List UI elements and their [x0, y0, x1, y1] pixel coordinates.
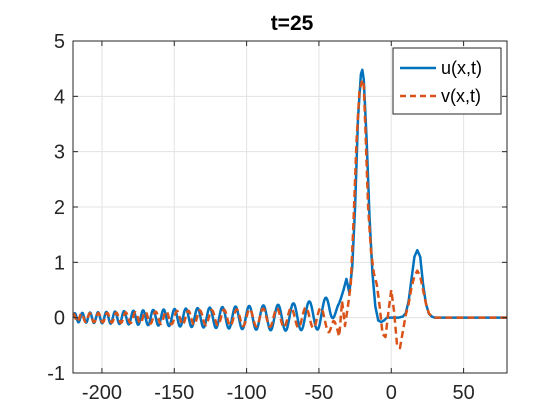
y-axis-ticks: -1 0 1 2 3 4 5: [47, 31, 507, 385]
y-tick-label: -1: [47, 363, 65, 385]
y-tick-label: 2: [54, 197, 65, 219]
y-tick-label: 0: [54, 308, 65, 330]
chart-title: t=25: [271, 12, 314, 35]
y-tick-label: 1: [54, 252, 65, 274]
legend-label-u: u(x,t): [441, 58, 482, 78]
legend-label-v: v(x,t): [441, 86, 481, 106]
y-tick-label: 5: [54, 31, 65, 53]
legend-box: [392, 47, 502, 115]
x-tick-label: -50: [304, 382, 333, 404]
legend: u(x,t) v(x,t): [392, 47, 502, 115]
y-tick-label: 4: [54, 86, 65, 108]
y-tick-label: 3: [54, 142, 65, 164]
series-line-v: [73, 78, 507, 350]
x-tick-label: 0: [386, 382, 397, 404]
x-tick-label: -100: [227, 382, 267, 404]
x-tick-label: -150: [154, 382, 194, 404]
x-axis-ticks: -200 -150 -100 -50 0 50: [82, 41, 475, 404]
x-tick-label: 50: [452, 382, 474, 404]
series-group: [73, 68, 507, 350]
x-tick-label: -200: [82, 382, 122, 404]
